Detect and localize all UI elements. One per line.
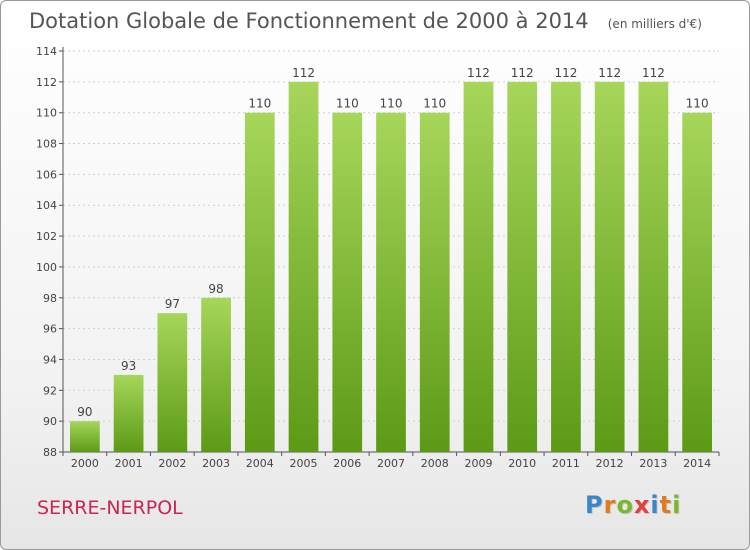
data-label-2009: 112 <box>467 66 490 80</box>
bar-2003 <box>201 297 231 452</box>
y-tick-label: 114 <box>36 45 57 58</box>
y-tick-label: 100 <box>36 261 57 274</box>
bar-2000 <box>69 421 100 452</box>
y-tick-label: 104 <box>36 199 57 212</box>
data-label-2005: 112 <box>292 66 315 80</box>
data-label-2002: 97 <box>165 297 180 311</box>
x-tick-labels: 2000 2001 2002 2003 2004 2005 2006 2007 2008 2009… <box>71 457 711 470</box>
x-tick-label-2000: 2000 <box>71 457 99 470</box>
bar-2008 <box>419 112 450 452</box>
data-label-2008: 110 <box>423 97 446 111</box>
x-tick-label-2001: 2001 <box>115 457 143 470</box>
bar-2011 <box>551 81 581 452</box>
y-tick-label: 98 <box>43 292 57 305</box>
data-labels: 90 93 97 98 110 112 110 110 110 112 112 112 112 112 11… <box>77 66 708 419</box>
x-tick-label-2007: 2007 <box>377 457 405 470</box>
bar-2013 <box>638 81 669 452</box>
data-label-2003: 98 <box>208 282 223 296</box>
bar-2004 <box>244 112 275 452</box>
data-label-2014: 110 <box>686 97 709 111</box>
bar-2006 <box>332 112 363 452</box>
commune-name: SERRE-NERPOL <box>37 497 183 519</box>
x-tick-label-2014: 2014 <box>683 457 711 470</box>
y-tick-label: 94 <box>43 353 57 366</box>
x-tick-label-2005: 2005 <box>290 457 318 470</box>
proxiti-logo: Proxiti <box>585 491 681 519</box>
bar-2009 <box>463 81 494 452</box>
x-tick-label-2004: 2004 <box>246 457 274 470</box>
logo-letter: r <box>603 491 617 519</box>
y-tick-labels: 88 90 92 94 96 98 100 102 104 106 108 110 112 114 <box>36 45 57 459</box>
bars <box>69 81 713 452</box>
data-label-2007: 110 <box>380 97 403 111</box>
y-tick-label: 110 <box>36 107 57 120</box>
bar-2001 <box>113 374 144 452</box>
data-label-2012: 112 <box>598 66 621 80</box>
logo-letter: P <box>585 491 604 519</box>
data-label-2013: 112 <box>642 66 665 80</box>
data-label-2001: 93 <box>121 359 136 373</box>
chart-subtitle: (en milliers d'€) <box>607 17 702 31</box>
bar-2014 <box>682 112 713 452</box>
bar-2002 <box>157 313 188 452</box>
logo-letter: i <box>672 491 682 519</box>
logo-letter: x <box>633 491 651 519</box>
bar-2005 <box>288 81 319 452</box>
y-tick-label: 106 <box>36 168 57 181</box>
y-tick-label: 102 <box>36 230 57 243</box>
x-tick-label-2012: 2012 <box>596 457 624 470</box>
logo-letter: t <box>659 491 673 519</box>
y-tick-label: 88 <box>43 446 57 459</box>
logo-letter: o <box>616 491 634 519</box>
y-tick-label: 112 <box>36 76 57 89</box>
bar-2007 <box>376 112 406 452</box>
logo-letter: i <box>650 491 660 519</box>
y-tick-label: 90 <box>43 415 57 428</box>
x-tick-label-2008: 2008 <box>421 457 449 470</box>
bar-2010 <box>507 81 538 452</box>
data-label-2010: 112 <box>511 66 534 80</box>
bar-2012 <box>594 81 625 452</box>
data-label-2000: 90 <box>77 405 92 419</box>
y-tick-label: 92 <box>43 384 57 397</box>
y-tick-label: 108 <box>36 138 57 151</box>
x-tick-label-2011: 2011 <box>552 457 580 470</box>
chart-title: Dotation Globale de Fonctionnement de 20… <box>29 9 589 33</box>
data-label-2011: 112 <box>554 66 577 80</box>
title-row: Dotation Globale de Fonctionnement de 20… <box>29 9 702 33</box>
y-tick-label: 96 <box>43 323 57 336</box>
data-label-2004: 110 <box>248 97 271 111</box>
x-tick-label-2006: 2006 <box>333 457 361 470</box>
x-tick-label-2013: 2013 <box>639 457 667 470</box>
data-label-2006: 110 <box>336 97 359 111</box>
x-tick-label-2009: 2009 <box>464 457 492 470</box>
x-tick-label-2002: 2002 <box>158 457 186 470</box>
x-tick-label-2003: 2003 <box>202 457 230 470</box>
x-tick-label-2010: 2010 <box>508 457 536 470</box>
